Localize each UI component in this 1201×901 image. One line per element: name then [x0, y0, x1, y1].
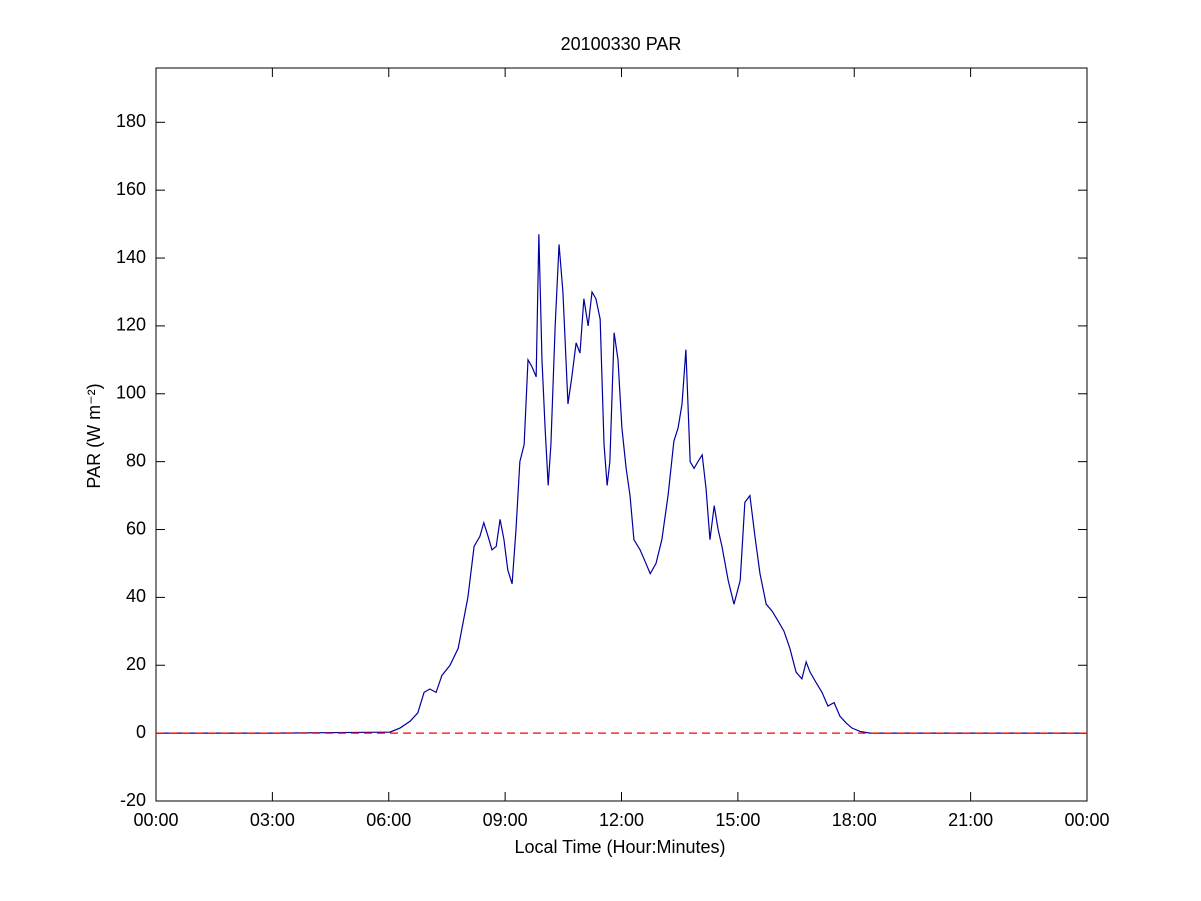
y-tick-label: 180 [116, 111, 146, 131]
x-tick-label: 06:00 [366, 810, 411, 830]
x-tick-label: 00:00 [1064, 810, 1109, 830]
data-line [156, 234, 1087, 734]
y-tick-label: 140 [116, 247, 146, 267]
y-tick-label: 100 [116, 383, 146, 403]
y-axis-label: PAR (W m⁻²) [84, 383, 104, 488]
x-tick-label: 21:00 [948, 810, 993, 830]
y-tick-label: 80 [126, 450, 146, 470]
y-tick-label: 0 [136, 722, 146, 742]
x-tick-label: 12:00 [599, 810, 644, 830]
y-tick-label: 160 [116, 179, 146, 199]
x-axis-label: Local Time (Hour:Minutes) [514, 837, 725, 857]
y-tick-label: 20 [126, 654, 146, 674]
y-tick-label: 60 [126, 518, 146, 538]
x-tick-label: 18:00 [832, 810, 877, 830]
chart-title: 20100330 PAR [561, 34, 682, 54]
x-tick-label: 09:00 [483, 810, 528, 830]
x-tick-label: 00:00 [133, 810, 178, 830]
plot-area [155, 67, 1088, 802]
x-tick-label: 15:00 [715, 810, 760, 830]
y-tick-label: 120 [116, 315, 146, 335]
x-tick-label: 03:00 [250, 810, 295, 830]
y-tick-label: -20 [120, 790, 146, 810]
y-tick-label: 40 [126, 586, 146, 606]
